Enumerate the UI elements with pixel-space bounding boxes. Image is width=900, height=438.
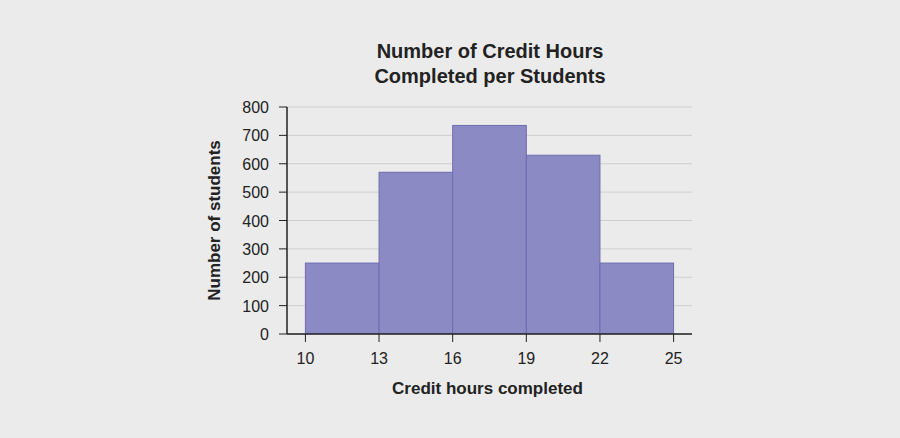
y-tick [279,107,287,108]
x-tick-label: 16 [444,350,462,367]
grid-line [287,107,692,108]
background [0,0,900,438]
x-tick-label: 25 [665,350,683,367]
x-tick [526,334,527,342]
y-tick [279,192,287,193]
y-tick-label: 500 [242,184,269,201]
y-tick [279,305,287,306]
y-tick-label: 100 [242,298,269,315]
y-tick-label: 800 [242,99,269,116]
y-tick [279,163,287,164]
bar [379,172,453,334]
y-tick-label: 600 [242,156,269,173]
y-tick-label: 0 [260,326,269,343]
chart: Number of Credit Hours Completed per Stud… [0,0,900,438]
bar [600,263,674,334]
x-tick-label: 22 [591,350,609,367]
y-tick [279,220,287,221]
x-tick-label: 19 [517,350,535,367]
y-axis-label: Number of students [205,140,224,301]
bar [526,155,600,334]
y-tick-label: 400 [242,213,269,230]
x-tick [452,334,453,342]
x-tick [305,334,306,342]
x-axis-label: Credit hours completed [392,379,583,398]
y-tick [279,135,287,136]
x-tick-label: 13 [370,350,388,367]
x-tick [599,334,600,342]
y-tick [279,334,287,335]
bar [305,263,379,334]
bar [453,125,527,334]
y-tick-label: 300 [242,241,269,258]
y-tick-label: 200 [242,269,269,286]
x-tick [673,334,674,342]
x-axis [287,333,692,335]
x-tick [379,334,380,342]
grid-line [287,334,692,335]
y-tick [279,248,287,249]
x-tick-label: 10 [297,350,315,367]
bars [305,125,673,334]
title: Number of Credit Hours [377,40,604,62]
y-tick-label: 700 [242,127,269,144]
y-axis [286,107,288,334]
title: Completed per Students [374,65,605,87]
y-tick [279,277,287,278]
